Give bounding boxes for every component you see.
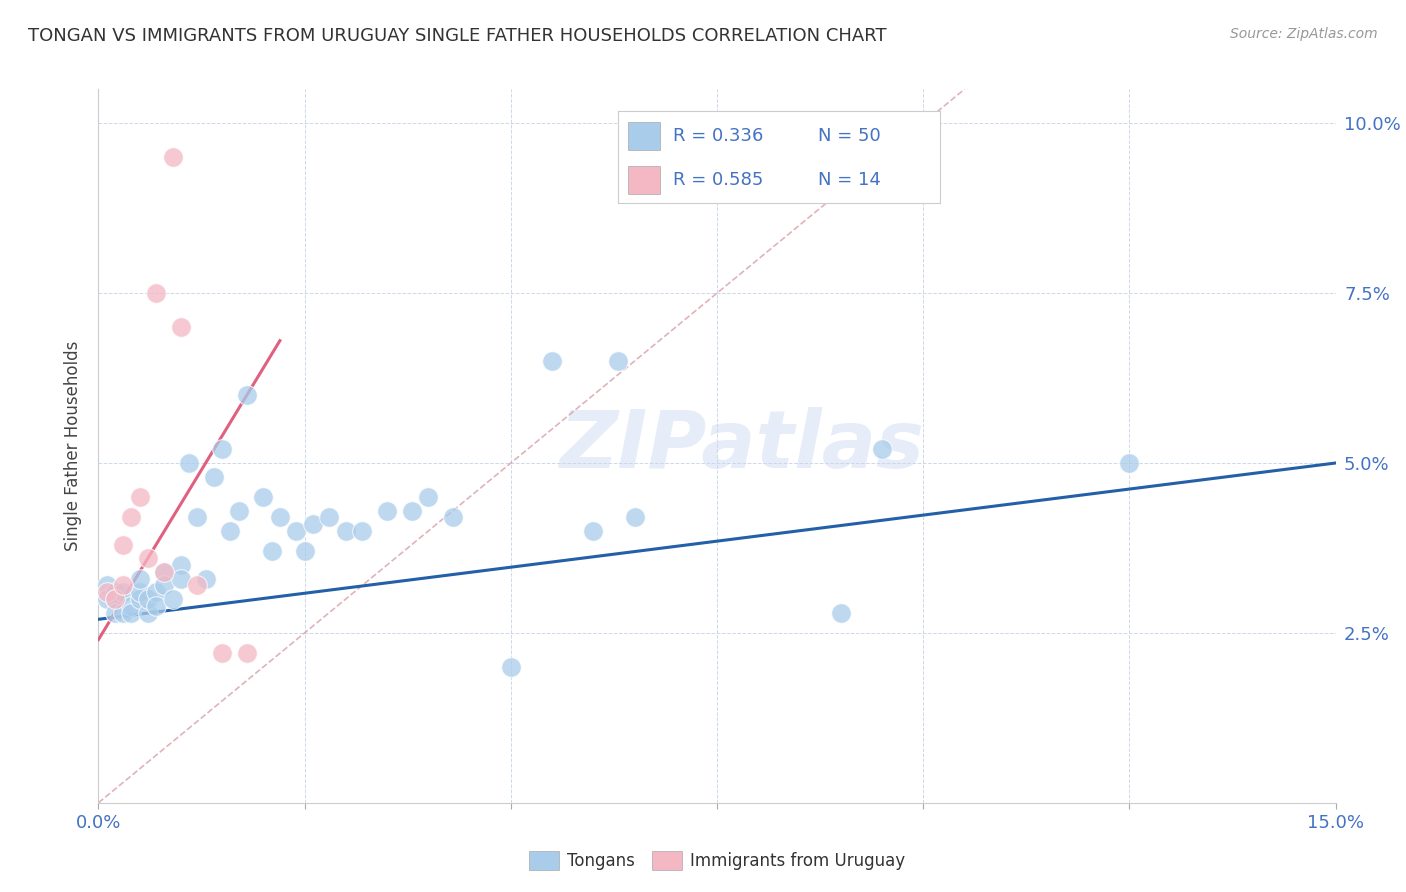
Point: [607, 354, 630, 368]
Point: [145, 599, 167, 613]
Point: [112, 585, 135, 599]
Point: [153, 565, 176, 579]
Point: [202, 469, 225, 483]
Point: [582, 524, 605, 538]
Point: [96, 585, 118, 599]
Point: [96, 591, 118, 606]
Point: [96, 578, 118, 592]
Point: [352, 524, 374, 538]
Point: [179, 456, 201, 470]
Point: [145, 286, 167, 301]
Legend: Tongans, Immigrants from Uruguay: Tongans, Immigrants from Uruguay: [522, 844, 912, 877]
Point: [1118, 456, 1140, 470]
Point: [104, 591, 127, 606]
Point: [375, 503, 398, 517]
Text: ZIPatlas: ZIPatlas: [560, 407, 924, 485]
Point: [228, 503, 250, 517]
Point: [162, 150, 184, 164]
Point: [318, 510, 340, 524]
Point: [285, 524, 308, 538]
Point: [128, 490, 150, 504]
Point: [623, 510, 645, 524]
Point: [136, 591, 159, 606]
Point: [153, 565, 176, 579]
Point: [194, 572, 217, 586]
Point: [145, 585, 167, 599]
Point: [136, 551, 159, 566]
Point: [128, 572, 150, 586]
Y-axis label: Single Father Households: Single Father Households: [65, 341, 83, 551]
Point: [236, 388, 259, 402]
Point: [162, 591, 184, 606]
Point: [870, 442, 893, 457]
Point: [335, 524, 357, 538]
Point: [128, 591, 150, 606]
Point: [153, 578, 176, 592]
Point: [104, 606, 127, 620]
Point: [186, 578, 208, 592]
Point: [104, 585, 127, 599]
Point: [294, 544, 316, 558]
Point: [120, 606, 142, 620]
Point: [830, 606, 852, 620]
Point: [136, 606, 159, 620]
Point: [104, 591, 127, 606]
Point: [211, 442, 233, 457]
Point: [219, 524, 242, 538]
Point: [269, 510, 291, 524]
Point: [418, 490, 440, 504]
Point: [170, 558, 193, 572]
Point: [252, 490, 274, 504]
Point: [120, 599, 142, 613]
Point: [499, 660, 522, 674]
Point: [302, 517, 325, 532]
Point: [211, 646, 233, 660]
Point: [401, 503, 423, 517]
Text: TONGAN VS IMMIGRANTS FROM URUGUAY SINGLE FATHER HOUSEHOLDS CORRELATION CHART: TONGAN VS IMMIGRANTS FROM URUGUAY SINGLE…: [28, 27, 887, 45]
Point: [441, 510, 464, 524]
Point: [112, 537, 135, 551]
Point: [170, 572, 193, 586]
Point: [120, 510, 142, 524]
Point: [186, 510, 208, 524]
Point: [128, 585, 150, 599]
Point: [112, 606, 135, 620]
Point: [541, 354, 564, 368]
Point: [112, 578, 135, 592]
Point: [236, 646, 259, 660]
Point: [260, 544, 283, 558]
Point: [170, 320, 193, 334]
Text: Source: ZipAtlas.com: Source: ZipAtlas.com: [1230, 27, 1378, 41]
